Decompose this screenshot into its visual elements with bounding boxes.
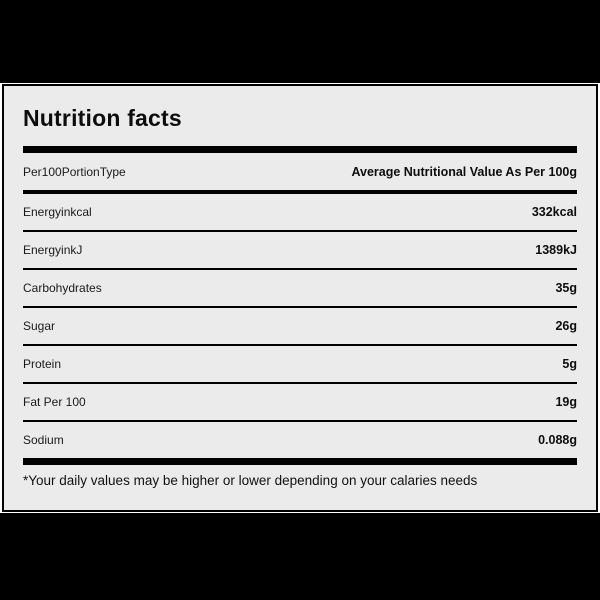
table-row: Protein 5g [23, 346, 577, 384]
column-header-right: Average Nutritional Value As Per 100g [351, 164, 577, 179]
row-label: Sugar [23, 319, 56, 333]
row-value: 332kcal [531, 205, 577, 219]
row-value: 5g [562, 357, 577, 371]
table-header-row: Per100PortionType Average Nutritional Va… [23, 153, 577, 190]
table-row: Carbohydrates 35g [23, 270, 577, 308]
nutrition-label-panel: Nutrition facts Per100PortionType Averag… [2, 84, 598, 512]
row-value: 26g [555, 319, 577, 333]
table-row: EnergyinkJ 1389kJ [23, 232, 577, 270]
row-value: 0.088g [538, 433, 577, 447]
table-row: Fat Per 100 19g [23, 384, 577, 422]
header-thin-divider [23, 190, 577, 194]
top-black-band [0, 0, 600, 83]
row-label: Fat Per 100 [23, 395, 86, 409]
row-label: Energyinkcal [23, 205, 92, 219]
row-value: 1389kJ [535, 243, 577, 257]
row-value: 19g [555, 395, 577, 409]
row-label: Protein [23, 357, 62, 371]
label-title: Nutrition facts [23, 105, 182, 131]
table-row: Sodium 0.088g [23, 422, 577, 458]
row-label: EnergyinkJ [23, 243, 83, 257]
row-label: Sodium [23, 433, 64, 447]
table-row: Sugar 26g [23, 308, 577, 346]
header-thick-divider [23, 146, 577, 153]
nutrient-table: Energyinkcal 332kcal EnergyinkJ 1389kJ C… [23, 194, 577, 458]
column-header-left: Per100PortionType [23, 164, 126, 179]
row-value: 35g [555, 281, 577, 295]
table-row: Energyinkcal 332kcal [23, 194, 577, 232]
bottom-black-band [0, 513, 600, 600]
row-label: Carbohydrates [23, 281, 102, 295]
footer-thick-divider [23, 458, 577, 465]
footnote-text: *Your daily values may be higher or lowe… [23, 473, 478, 488]
